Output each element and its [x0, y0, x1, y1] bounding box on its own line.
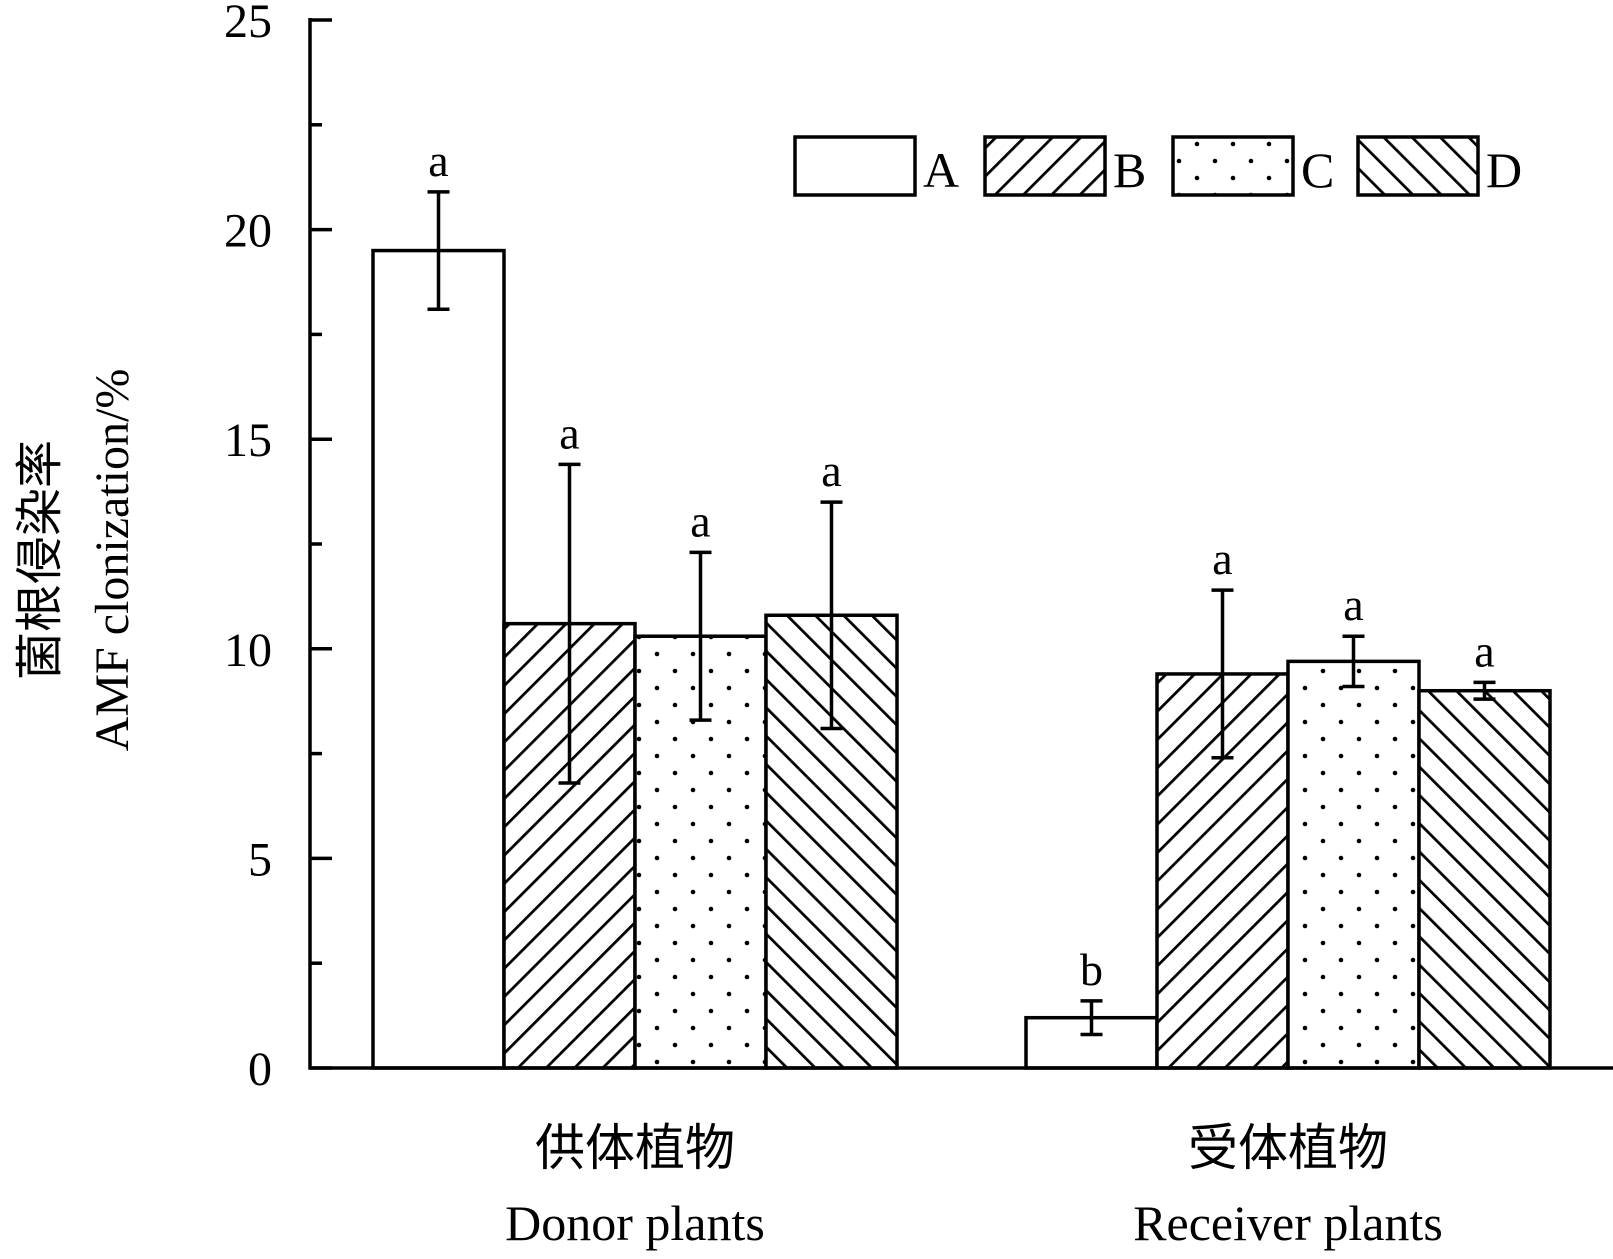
significance-letter: a: [1474, 625, 1494, 676]
legend-swatch-a: [793, 135, 917, 197]
x-category-label-cn: 供体植物: [535, 1120, 735, 1176]
axes-layer: 0 5 10 15 20 25: [224, 0, 1613, 1096]
error-bars-layer: [427, 190, 1496, 1037]
y-tick-label: 25: [224, 0, 272, 48]
legend-label-b: B: [1113, 142, 1146, 198]
y-tick-label: 0: [248, 1043, 272, 1096]
significance-letter: a: [821, 445, 841, 496]
legend-label-c: C: [1301, 142, 1334, 198]
y-tick-label: 10: [224, 624, 272, 677]
x-category-label-en: Donor plants: [505, 1195, 765, 1251]
significance-letter: a: [559, 407, 579, 458]
significance-letter: a: [1343, 579, 1363, 630]
bar-a-donor: [371, 248, 506, 1070]
significance-letter: a: [690, 495, 710, 546]
significance-letter: a: [428, 135, 448, 186]
x-category-label-en: Receiver plants: [1133, 1195, 1443, 1251]
bar-c-receiver: [1286, 659, 1421, 1070]
legend-label-d: D: [1486, 142, 1522, 198]
x-category-label-cn: 受体植物: [1188, 1120, 1388, 1176]
x-category-labels: 供体植物 Donor plants 受体植物 Receiver plants: [505, 1120, 1443, 1251]
legend-swatch-b: [983, 135, 1107, 197]
legend-swatch-d: [1356, 135, 1480, 197]
legend-label-a: A: [923, 142, 959, 198]
legend-swatch-c: [1171, 135, 1295, 197]
y-tick-label: 20: [224, 205, 272, 258]
significance-letters-layer: a b a a a a a a: [428, 135, 1494, 995]
y-axis-label-cn: 菌根侵染率: [14, 440, 67, 680]
bars-layer: [371, 248, 1552, 1070]
y-axis-title: 菌根侵染率 AMF clonization/%: [14, 369, 139, 752]
y-tick-label: 15: [224, 414, 272, 467]
y-axis-label-en: AMF clonization/%: [86, 369, 139, 752]
significance-letter: b: [1080, 944, 1103, 995]
y-tick-label: 5: [248, 833, 272, 886]
legend: A B C D: [793, 135, 1522, 198]
significance-letter: a: [1212, 533, 1232, 584]
bar-d-receiver: [1417, 688, 1552, 1070]
